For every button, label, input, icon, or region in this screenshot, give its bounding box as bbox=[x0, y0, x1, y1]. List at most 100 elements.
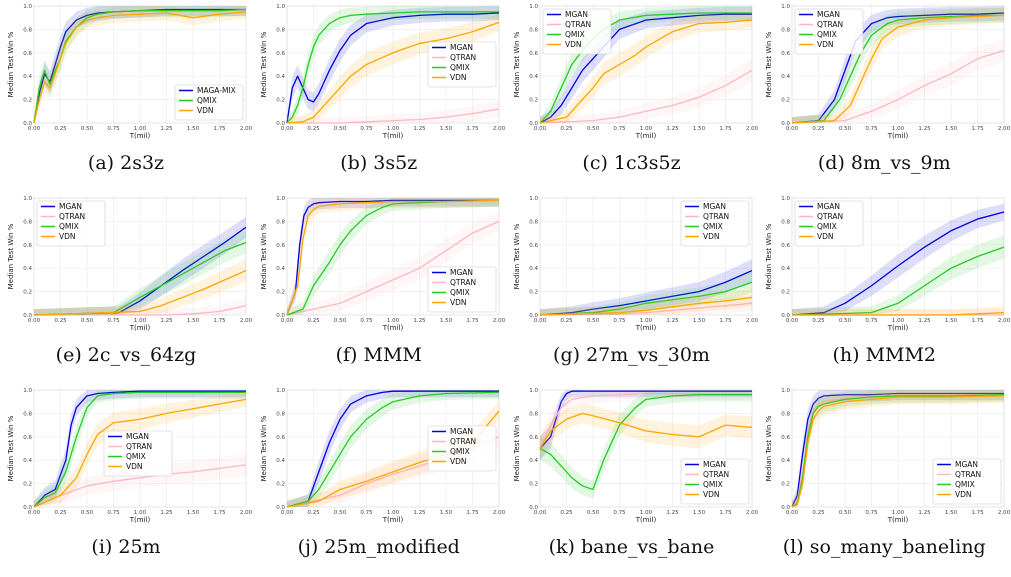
series-line bbox=[286, 199, 499, 316]
x-tick-label: 1.00 bbox=[134, 318, 147, 324]
chart-caption: (d) 8m_vs_9m bbox=[817, 152, 951, 174]
y-tick-label: 0.4 bbox=[529, 458, 538, 464]
x-tick-label: 0.00 bbox=[28, 126, 41, 132]
y-tick-label: 1.0 bbox=[23, 196, 32, 202]
x-tick-label: 2.00 bbox=[998, 510, 1010, 516]
chart-svg: 0.00 0.25 0.50 0.75 1.00 1.25 1.50 1.75 2.00 0.0 0… bbox=[7, 388, 252, 524]
series-band bbox=[286, 13, 499, 124]
legend bbox=[680, 458, 749, 505]
y-tick-label: 0.6 bbox=[276, 243, 285, 249]
y-tick-label: 0.2 bbox=[23, 98, 32, 104]
y-tick-label: 0.8 bbox=[529, 27, 538, 33]
series-line bbox=[791, 394, 1005, 508]
y-axis-label: Median Test Win % bbox=[260, 223, 268, 289]
x-tick-label: 0.25 bbox=[307, 510, 320, 516]
x-tick-label: 0.50 bbox=[81, 510, 94, 516]
y-tick-label: 0.2 bbox=[23, 482, 32, 488]
x-tick-label: 0.25 bbox=[560, 126, 573, 132]
legend-label: QTRAN bbox=[817, 212, 843, 221]
x-tick-label: 0.50 bbox=[586, 318, 599, 324]
series-line bbox=[33, 464, 247, 508]
series-line bbox=[791, 392, 1005, 508]
x-tick-label: 1.50 bbox=[692, 510, 705, 516]
x-axis-label: T(mil) bbox=[887, 132, 909, 140]
series-line bbox=[791, 394, 1005, 508]
x-tick-label: 1.75 bbox=[972, 510, 985, 516]
series-line bbox=[792, 14, 1005, 124]
x-tick-label: 0.75 bbox=[107, 126, 120, 132]
x-tick-label: 2.00 bbox=[493, 318, 505, 324]
y-tick-label: 0.2 bbox=[529, 98, 538, 104]
y-tick-label: 0.2 bbox=[782, 290, 791, 296]
x-tick-label: 2.00 bbox=[493, 510, 505, 516]
legend-label: VDN bbox=[817, 232, 834, 241]
chart-panel: 0.00 0.25 0.50 0.75 1.00 1.25 1.50 1.75 2.00 0.0 0… bbox=[253, 192, 505, 384]
series-line bbox=[792, 49, 1005, 124]
series-band bbox=[539, 390, 752, 499]
legend-label: MGAN bbox=[126, 432, 149, 441]
x-tick-label: 0.50 bbox=[334, 510, 347, 516]
series-band bbox=[286, 390, 499, 507]
y-tick-label: 0.8 bbox=[529, 219, 538, 225]
legend-label: VDN bbox=[817, 40, 834, 49]
series-band bbox=[539, 259, 752, 315]
series-line bbox=[33, 269, 247, 316]
series-band bbox=[539, 6, 752, 124]
y-tick-label: 0.4 bbox=[276, 74, 285, 80]
x-tick-label: 1.00 bbox=[639, 318, 652, 324]
series-band bbox=[286, 198, 499, 315]
legend-label: VDN bbox=[197, 106, 214, 115]
y-tick-label: 1.0 bbox=[529, 4, 538, 10]
series-line bbox=[539, 302, 752, 316]
series-line bbox=[286, 390, 499, 508]
y-axis-label: Median Test Win % bbox=[765, 223, 773, 289]
y-tick-label: 0.0 bbox=[529, 313, 538, 319]
chart-svg: 0.00 0.25 0.50 0.75 1.00 1.25 1.50 1.75 2.00 0.0 0… bbox=[7, 196, 252, 332]
series-line bbox=[33, 241, 247, 316]
x-tick-label: 0.00 bbox=[281, 126, 294, 132]
legend bbox=[794, 200, 864, 247]
legend bbox=[932, 458, 1002, 505]
y-tick-label: 0.6 bbox=[23, 435, 32, 441]
legend-label: MAGA-MIX bbox=[197, 86, 236, 95]
series-line bbox=[539, 296, 752, 316]
x-tick-label: 0.00 bbox=[786, 510, 799, 516]
chart-panel: 0.00 0.25 0.50 0.75 1.00 1.25 1.50 1.75 2.00 0.0 0… bbox=[253, 384, 505, 576]
x-tick-label: 0.50 bbox=[839, 126, 852, 132]
x-axis-label: T(mil) bbox=[382, 516, 404, 524]
y-tick-label: 1.0 bbox=[782, 4, 791, 10]
y-tick-label: 0.0 bbox=[276, 505, 285, 511]
series-band bbox=[539, 390, 752, 461]
y-tick-label: 1.0 bbox=[782, 388, 791, 394]
chart-panel: 0.00 0.25 0.50 0.75 1.00 1.25 1.50 1.75 2.00 0.0 0… bbox=[758, 384, 1010, 576]
x-tick-label: 1.75 bbox=[213, 510, 226, 516]
legend bbox=[427, 266, 497, 313]
x-tick-label: 0.00 bbox=[533, 510, 546, 516]
series-band bbox=[539, 295, 752, 315]
legend-label: QTRAN bbox=[450, 278, 476, 287]
series-band bbox=[539, 390, 752, 461]
x-axis-label: T(mil) bbox=[129, 132, 151, 140]
legend-label: MGAN bbox=[59, 202, 82, 211]
legend-label: VDN bbox=[955, 490, 972, 499]
x-tick-label: 1.00 bbox=[134, 510, 147, 516]
x-tick-label: 2.00 bbox=[998, 318, 1010, 324]
y-tick-label: 0.0 bbox=[276, 121, 285, 127]
series-line bbox=[792, 12, 1005, 124]
series-line bbox=[286, 11, 499, 124]
legend-label: VDN bbox=[565, 40, 582, 49]
x-tick-label: 1.75 bbox=[213, 318, 226, 324]
chart-panel: 0.00 0.25 0.50 0.75 1.00 1.25 1.50 1.75 2.00 0.0 0… bbox=[506, 192, 758, 384]
legend-label: MGAN bbox=[565, 10, 588, 19]
series-band bbox=[792, 390, 1005, 507]
x-tick-label: 0.25 bbox=[54, 510, 67, 516]
legend-label: QTRAN bbox=[450, 53, 476, 62]
series-line bbox=[286, 220, 500, 316]
series-line bbox=[33, 8, 247, 124]
x-tick-label: 1.25 bbox=[666, 126, 679, 132]
x-tick-label: 1.00 bbox=[892, 126, 905, 132]
x-tick-label: 0.00 bbox=[786, 318, 799, 324]
x-tick-label: 0.50 bbox=[586, 126, 599, 132]
series-band bbox=[792, 6, 1005, 123]
x-axis-label: T(mil) bbox=[382, 132, 404, 140]
